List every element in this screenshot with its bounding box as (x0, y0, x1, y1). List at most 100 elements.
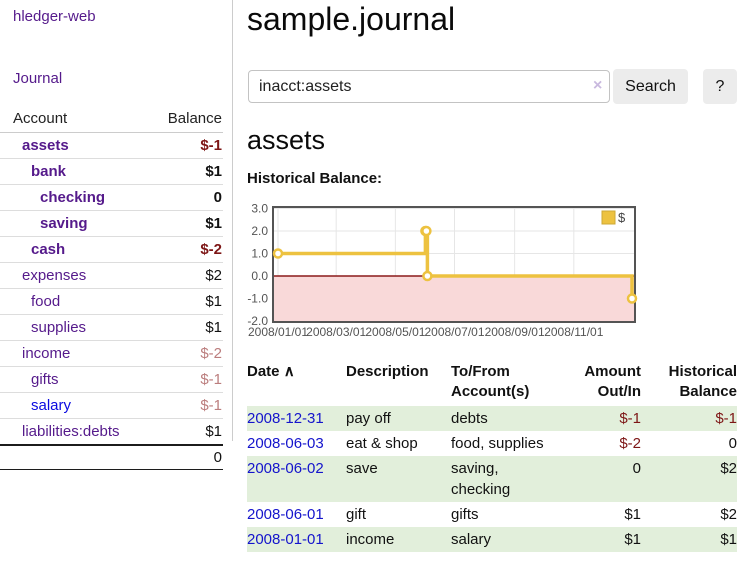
account-link[interactable]: food (31, 293, 61, 310)
y-axis-tick-label: 3.0 (251, 203, 268, 216)
transaction-row: 2008-12-31 pay off debts $-1 $-1 (247, 406, 737, 431)
x-axis-tick-label: 2008/05/01 (365, 325, 425, 339)
register-header-row: Date ∧ Description To/From Account(s) Am… (247, 362, 737, 406)
account-row: liabilities:debts $1 (0, 419, 223, 444)
accounts-list: assets $-1 bank $1 checking 0 saving $1 … (0, 133, 223, 444)
x-axis-tick-label: 2008/11/01 (544, 325, 603, 339)
data-point-marker (272, 248, 284, 259)
account-row: food $1 (0, 289, 223, 315)
x-axis-tick-label: 2008/03/01 (306, 325, 366, 339)
account-link[interactable]: assets (22, 137, 69, 154)
transaction-date-link[interactable]: 2008-01-01 (247, 531, 324, 548)
transaction-row: 2008-06-02 save saving, checking 0 $2 (247, 456, 737, 502)
transaction-description: gift (346, 506, 367, 523)
transaction-balance: 0 (728, 435, 737, 452)
transaction-date-link[interactable]: 2008-06-02 (247, 460, 324, 477)
chart-legend-label: $ (618, 210, 626, 225)
accounts-table: Account Balance assets $-1 bank $1 check… (0, 106, 223, 470)
y-axis-tick-label: 0.0 (251, 269, 268, 283)
account-balance: $-2 (200, 241, 222, 258)
chart-negative-region (273, 276, 635, 322)
transaction-accounts: salary (451, 527, 555, 552)
account-row: supplies $1 (0, 315, 223, 341)
chart-legend-swatch (601, 210, 616, 225)
account-balance: $1 (205, 215, 222, 232)
transaction-date-link[interactable]: 2008-12-31 (247, 410, 324, 427)
account-link[interactable]: cash (31, 241, 66, 258)
account-link[interactable]: supplies (31, 319, 87, 336)
account-balance: $-2 (200, 345, 222, 362)
transaction-balance: $-1 (641, 406, 737, 431)
sidebar-item-journal[interactable]: Journal (13, 70, 63, 87)
transaction-balance: $1 (641, 527, 737, 552)
x-axis-tick-label: 2008/09/01 (485, 325, 545, 339)
transaction-row: 2008-06-01 gift gifts $1 $2 (247, 502, 737, 527)
account-link[interactable]: bank (31, 163, 67, 180)
data-point-marker (421, 225, 432, 237)
column-header-description: Description (346, 363, 429, 380)
y-axis-tick-label: 1.0 (251, 247, 268, 261)
account-balance: $1 (205, 319, 222, 336)
data-point-marker (422, 270, 433, 282)
transaction-row: 2008-06-03 eat & shop food, supplies $-2… (247, 431, 737, 456)
column-header-date[interactable]: Date ∧ (247, 362, 346, 406)
account-balance: 0 (213, 189, 222, 206)
transaction-description: pay off (346, 406, 451, 431)
transaction-amount: 0 (555, 456, 641, 502)
account-heading: assets (247, 125, 326, 155)
account-row: gifts $-1 (0, 367, 223, 393)
sidebar: hledger-web Journal Account Balance asse… (0, 0, 233, 470)
y-axis-tick-label: -1.0 (247, 292, 268, 306)
search-input[interactable] (248, 70, 610, 103)
transaction-date-link[interactable]: 2008-06-01 (247, 506, 324, 523)
transaction-balance: $2 (720, 506, 737, 523)
account-row: bank $1 (0, 159, 223, 185)
date-header-label: Date (247, 363, 280, 380)
chart-canvas: $3.0 2.0 1.0 0.0 -1.0 -2.02008/01/012008/03/0… (247, 202, 638, 339)
column-header-balance: Historical Balance (668, 363, 737, 400)
brand-link[interactable]: hledger-web (13, 8, 96, 25)
y-axis-tick-label: 2.0 (251, 224, 268, 238)
help-button[interactable]: ? (703, 69, 737, 104)
chart-border (272, 206, 636, 323)
account-row: income $-2 (0, 341, 223, 367)
account-column-header: Account (13, 110, 68, 127)
transaction-accounts: food, supplies (451, 435, 544, 452)
search-button[interactable]: Search (613, 69, 688, 104)
register-table: Date ∧ Description To/From Account(s) Am… (247, 362, 737, 552)
account-row: salary $-1 (0, 393, 223, 419)
transaction-description: income (346, 527, 451, 552)
account-link[interactable]: saving (40, 215, 88, 232)
page-title: sample.journal (247, 1, 456, 37)
y-axis-tick-label: -2.0 (247, 314, 268, 328)
transaction-amount: $1 (624, 506, 641, 523)
column-header-accounts: To/From Account(s) (451, 363, 530, 400)
account-link[interactable]: salary (31, 397, 72, 414)
transaction-row: 2008-01-01 income salary $1 $1 (247, 527, 737, 552)
transaction-date-link[interactable]: 2008-06-03 (247, 435, 324, 452)
data-point-marker (626, 293, 638, 304)
balance-column-header: Balance (167, 110, 222, 127)
sort-ascending-icon: ∧ (283, 363, 295, 380)
transaction-accounts: saving, checking (451, 456, 555, 502)
accounts-total-value: 0 (213, 449, 222, 466)
x-axis-tick-label: 2008/01/01 (248, 325, 308, 339)
transaction-balance: $2 (641, 456, 737, 502)
account-row: assets $-1 (0, 133, 223, 159)
historical-balance-chart: $3.0 2.0 1.0 0.0 -1.0 -2.0 2008/01/01 2008/03/0… (240, 202, 642, 345)
account-link[interactable]: liabilities:debts (22, 423, 120, 440)
account-link[interactable]: expenses (22, 267, 87, 284)
transaction-amount: $-2 (619, 435, 641, 452)
account-link[interactable]: income (22, 345, 71, 362)
transaction-amount: $-1 (555, 406, 641, 431)
account-row: expenses $2 (0, 263, 223, 289)
account-balance: $-1 (200, 397, 222, 414)
transaction-amount: $1 (555, 527, 641, 552)
account-link[interactable]: gifts (31, 371, 59, 388)
account-link[interactable]: checking (40, 189, 106, 206)
account-balance: $-1 (200, 371, 222, 388)
account-balance: $1 (205, 293, 222, 310)
account-balance: $2 (205, 267, 222, 284)
clear-search-icon[interactable]: × (593, 77, 603, 94)
